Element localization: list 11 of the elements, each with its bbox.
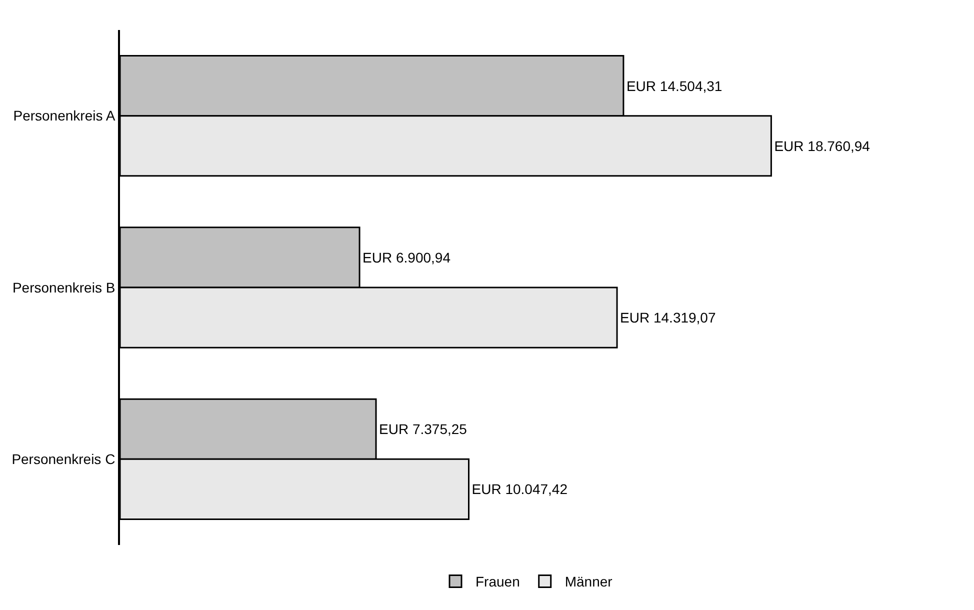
data-label: EUR 10.047,42 xyxy=(472,481,568,498)
data-label: EUR 18.760,94 xyxy=(774,138,870,154)
y-tick-label: Personenkreis B xyxy=(12,279,116,296)
y-tick-label: Personenkreis C xyxy=(12,451,116,468)
data-label: EUR 6.900,94 xyxy=(362,249,451,266)
legend-label: Männer xyxy=(564,574,613,590)
data-label: EUR 14.319,07 xyxy=(620,310,716,326)
legend-label: Frauen xyxy=(476,574,520,590)
data-label: EUR 7.375,25 xyxy=(379,421,468,438)
y-tick-label: Personenkreis A xyxy=(13,108,116,124)
data-label: EUR 14.504,31 xyxy=(626,78,722,94)
